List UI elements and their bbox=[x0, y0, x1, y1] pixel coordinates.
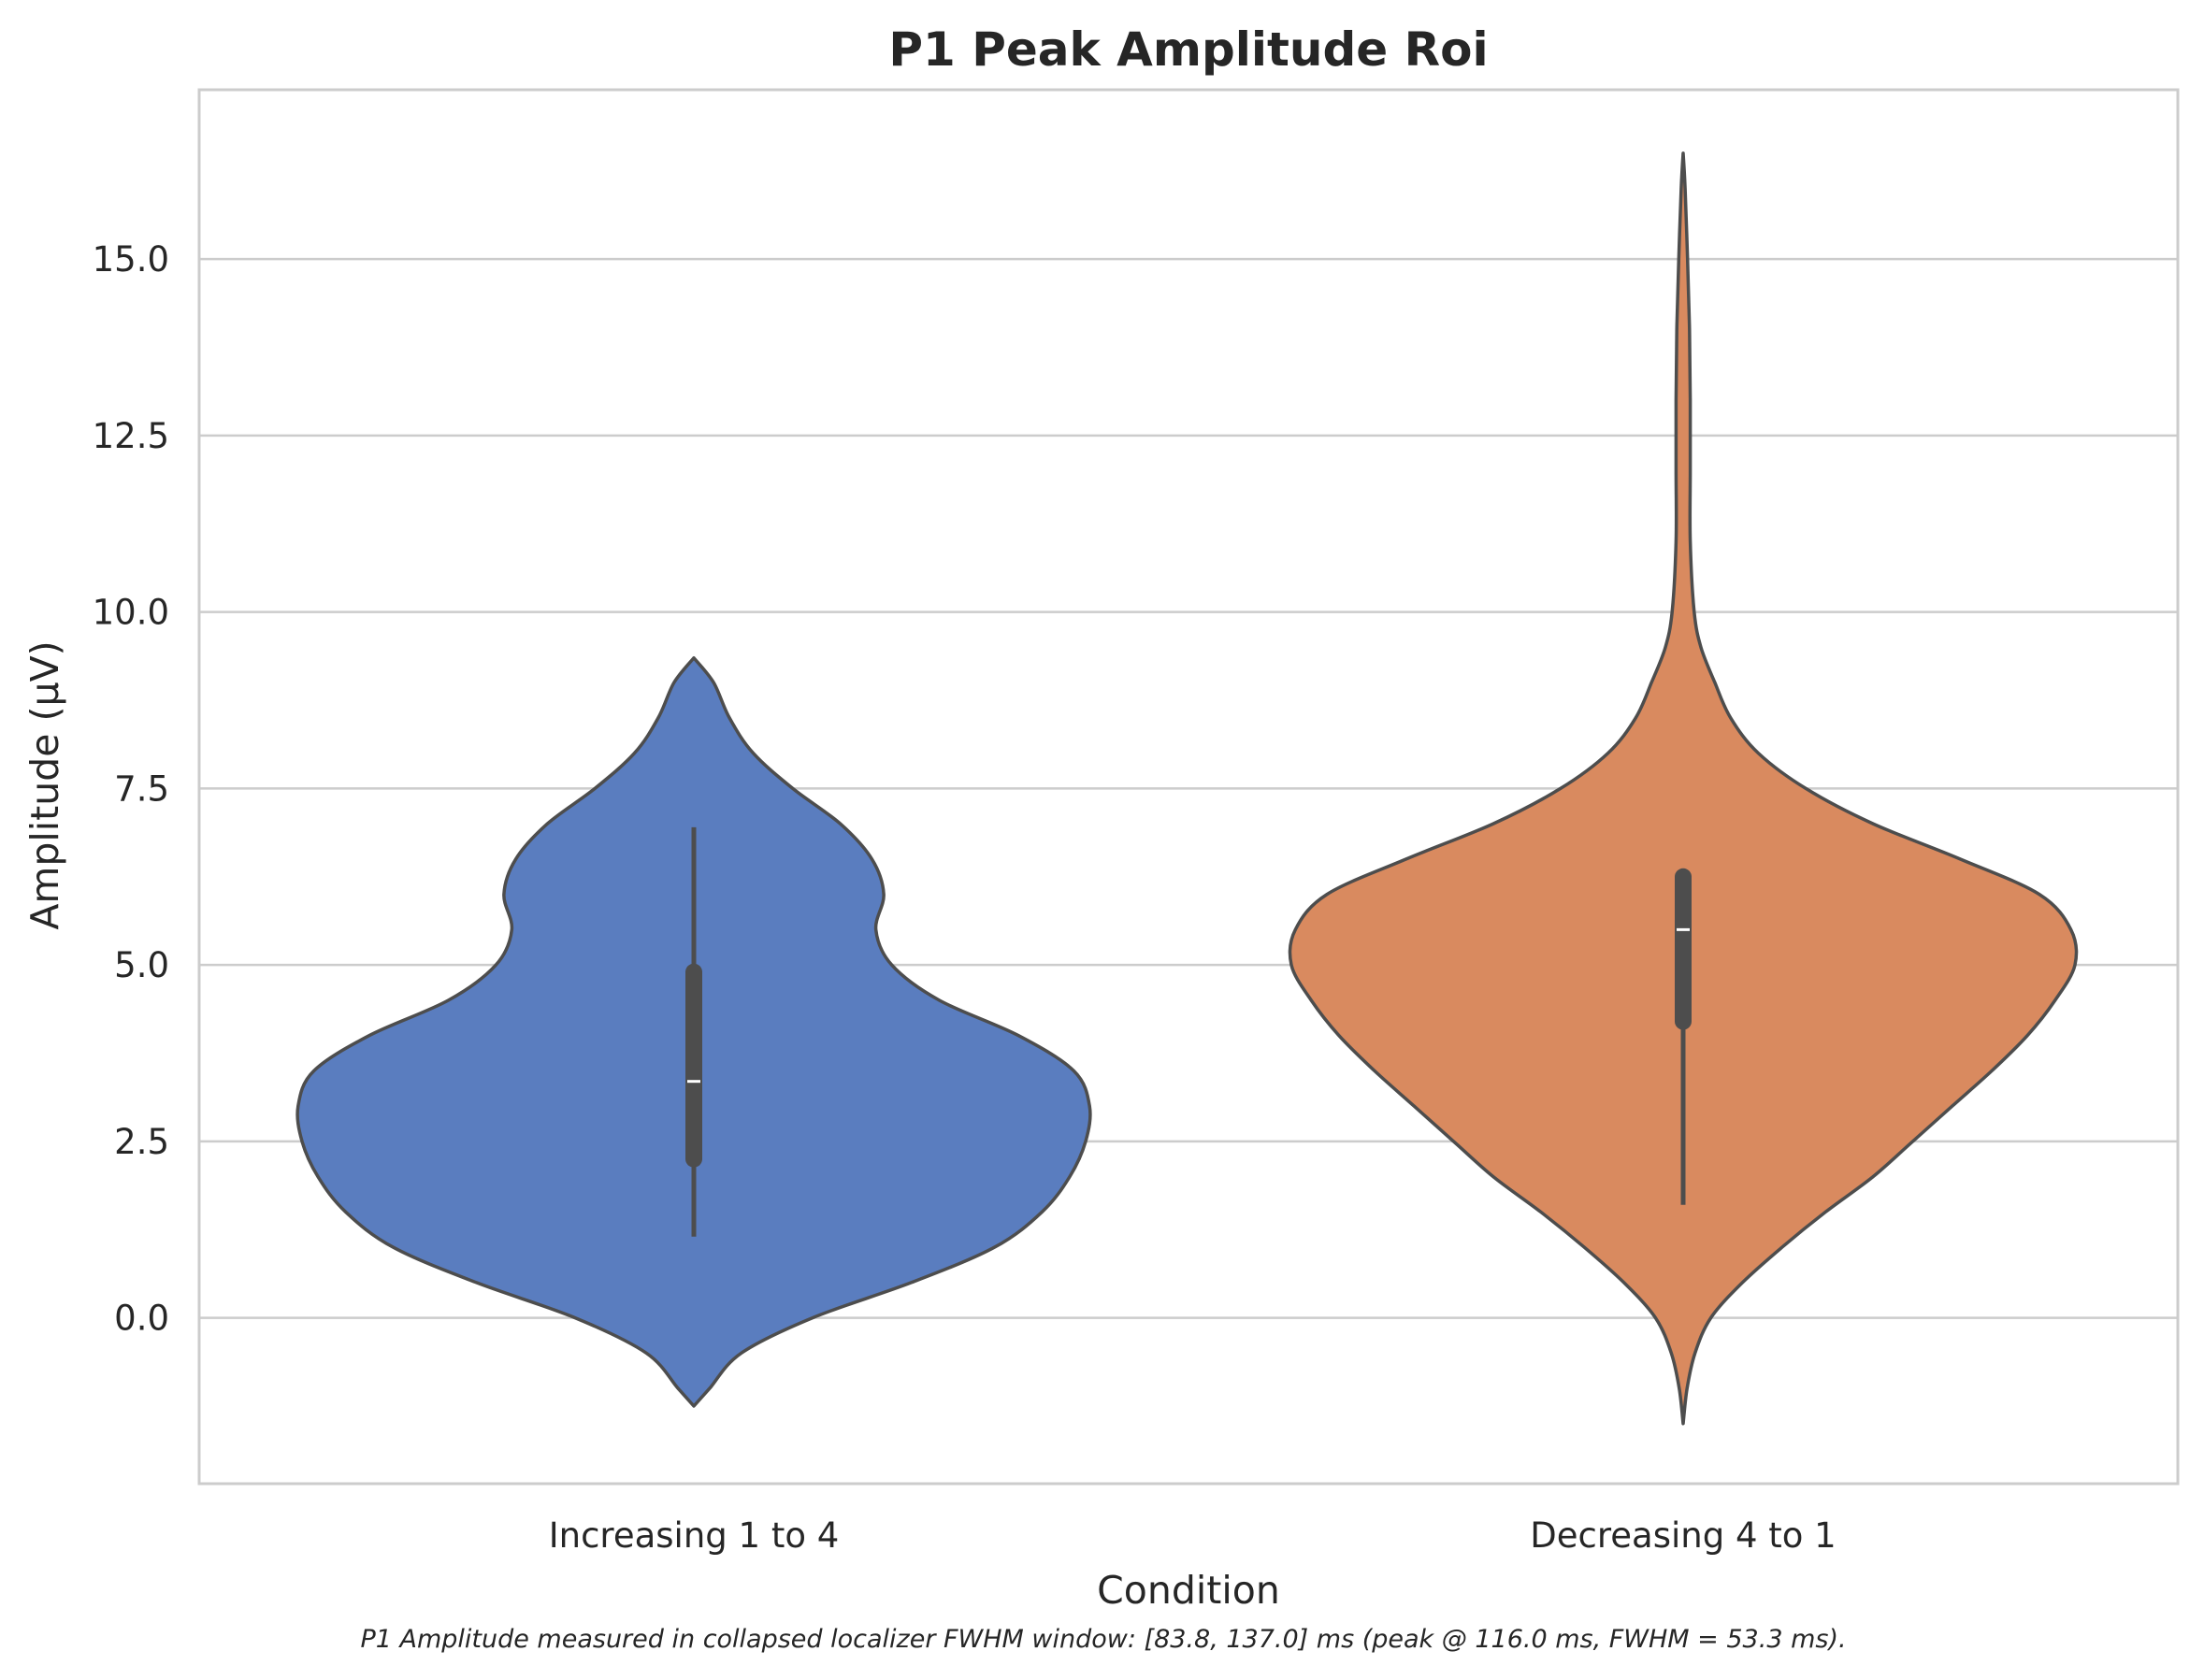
violins bbox=[295, 151, 2079, 1426]
footnote: P1 Amplitude measured in collapsed local… bbox=[360, 1625, 1846, 1654]
x-tick-label: Decreasing 4 to 1 bbox=[1530, 1515, 1836, 1556]
plot-frame bbox=[197, 88, 2180, 1486]
y-axis-label: Amplitude (μV) bbox=[22, 640, 67, 929]
y-tick-label: 0.0 bbox=[114, 1299, 169, 1339]
y-tick-label: 12.5 bbox=[93, 416, 169, 456]
chart-title: P1 Peak Amplitude Roi bbox=[888, 22, 1488, 77]
y-tick-label: 15.0 bbox=[93, 239, 169, 280]
y-tick-label: 10.0 bbox=[93, 593, 169, 633]
y-tick-labels: 0.0 2.5 5.0 7.5 10.0 12.5 15.0 bbox=[93, 239, 169, 1338]
violin-decreasing bbox=[1288, 151, 2079, 1426]
violin-increasing bbox=[295, 655, 1092, 1408]
y-tick-label: 2.5 bbox=[114, 1122, 169, 1162]
violin-body bbox=[1288, 151, 2079, 1426]
x-tick-labels: Increasing 1 to 4 Decreasing 4 to 1 bbox=[549, 1515, 1837, 1556]
x-tick-label: Increasing 1 to 4 bbox=[549, 1515, 840, 1556]
y-tick-label: 5.0 bbox=[114, 945, 169, 985]
x-axis-label: Condition bbox=[1097, 1568, 1280, 1613]
y-tick-label: 7.5 bbox=[114, 768, 169, 809]
